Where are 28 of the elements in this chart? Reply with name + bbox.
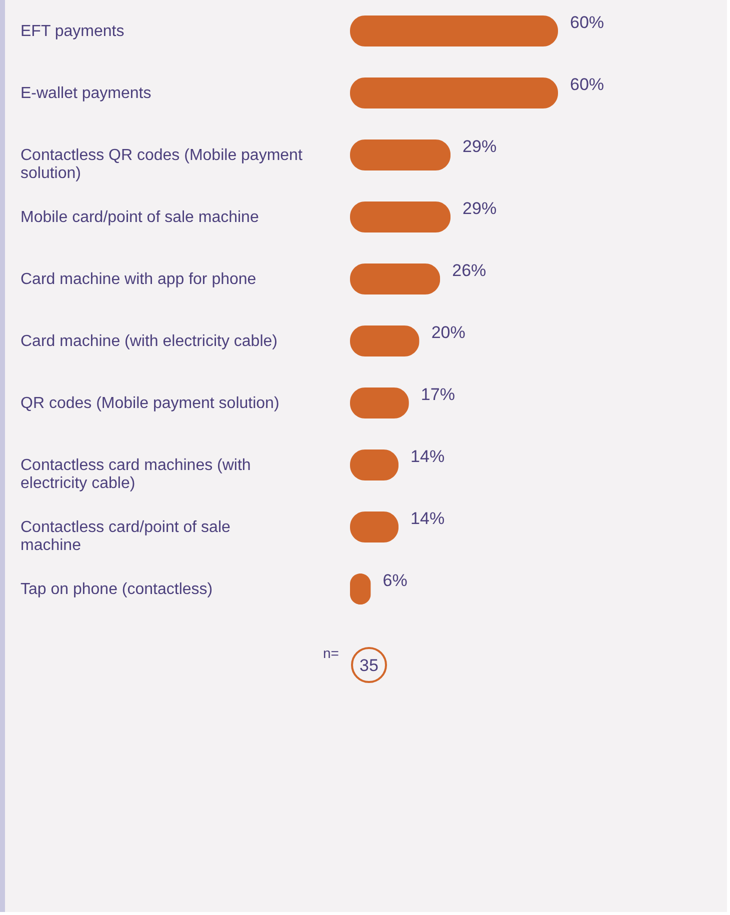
data-label: 17%	[420, 385, 455, 404]
data-label: 14%	[410, 447, 445, 466]
bar	[350, 326, 420, 356]
bar	[350, 140, 451, 170]
y-tick-label: E-wallet payments	[20, 85, 152, 102]
bar	[350, 264, 440, 294]
y-tick-label: Tap on phone (contactless)	[20, 581, 213, 598]
data-label: 20%	[431, 323, 466, 342]
bar	[350, 16, 558, 46]
bar	[350, 78, 558, 108]
bar	[350, 202, 451, 232]
text: n=	[323, 645, 339, 661]
data-label: 6%	[382, 571, 408, 590]
data-label: 29%	[462, 199, 497, 218]
y-tick-label: QR codes (Mobile payment solution)	[20, 395, 280, 412]
y-tick-label: EFT payments	[20, 23, 124, 40]
y-tick-label: Contactless card machines (with electricity cable)	[20, 457, 251, 492]
y-tick-label: Mobile card/point of sale machine	[20, 209, 259, 226]
data-label: 60%	[570, 13, 604, 32]
y-tick-label: Contactless QR codes (Mobile payment solution)	[20, 147, 303, 182]
y-tick-label: Contactless card/point of sale machine	[20, 519, 230, 554]
y-tick-label: Card machine (with electricity cable)	[20, 333, 278, 350]
text: 35	[358, 656, 380, 676]
data-label: 14%	[410, 509, 445, 528]
y-tick-label: Card machine with app for phone	[20, 271, 256, 288]
data-label: 60%	[570, 75, 604, 94]
data-label: 26%	[452, 261, 486, 280]
data-label: 29%	[462, 137, 497, 156]
